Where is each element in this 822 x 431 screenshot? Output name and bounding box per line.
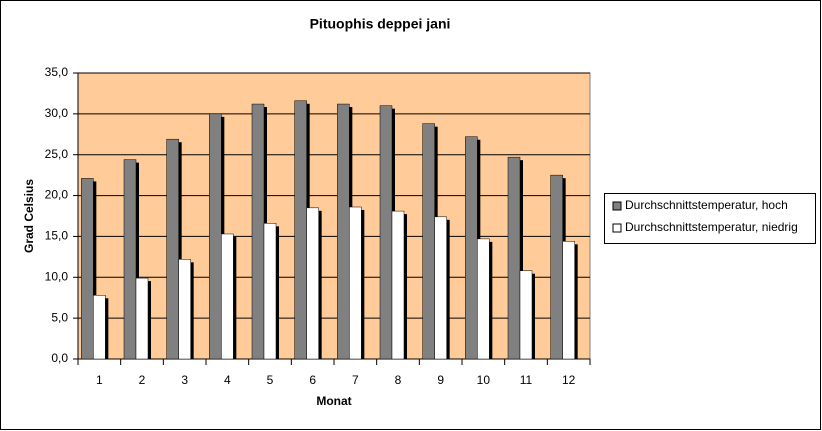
x-tick-label: 5 (267, 373, 274, 387)
bar (519, 270, 533, 360)
x-tick-label: 7 (352, 373, 359, 387)
bar (379, 105, 393, 360)
chart-title: Pituophis deppei jani (310, 16, 451, 32)
x-tick-label: 11 (520, 373, 533, 387)
bar (337, 103, 350, 360)
bar (391, 210, 405, 360)
x-tick-label: 9 (437, 373, 444, 387)
bar (422, 123, 435, 360)
x-tick-label: 3 (181, 373, 188, 387)
bar (477, 238, 490, 360)
bar (135, 277, 149, 360)
x-tick-label: 8 (395, 373, 402, 387)
y-tick-label: 15,0 (45, 229, 69, 243)
bar (93, 295, 106, 360)
bar (81, 178, 94, 360)
bar (294, 100, 307, 360)
y-tick-label: 20,0 (45, 188, 69, 202)
legend (604, 193, 816, 244)
bar (562, 241, 575, 360)
legend-swatch (612, 223, 622, 233)
bar (209, 113, 222, 360)
bar (550, 174, 563, 360)
x-tick-label: 12 (562, 373, 576, 387)
y-tick-label: 5,0 (51, 310, 68, 324)
legend-label: Durchschnittstemperatur, niedrig (625, 220, 798, 234)
x-tick-label: 1 (96, 373, 103, 387)
bar (349, 206, 362, 360)
bar (306, 207, 319, 360)
y-axis-title: Grad Celsius (22, 179, 36, 253)
y-tick-label: 25,0 (45, 147, 69, 161)
bar (507, 156, 521, 360)
bar (166, 138, 179, 360)
x-tick-label: 2 (139, 373, 146, 387)
bar (221, 233, 234, 360)
x-tick-label: 4 (224, 373, 231, 387)
bar (434, 216, 447, 360)
x-axis-title: Monat (316, 394, 351, 408)
x-tick-label: 6 (309, 373, 316, 387)
legend-label: Durchschnittstemperatur, hoch (625, 198, 788, 212)
bar (123, 159, 137, 360)
y-tick-label: 30,0 (45, 106, 69, 120)
bar (465, 136, 478, 360)
y-tick-label: 0,0 (51, 351, 68, 365)
bar (251, 103, 265, 360)
bar (263, 223, 277, 360)
y-tick-label: 10,0 (45, 269, 69, 283)
legend-swatch (612, 201, 622, 211)
x-tick-label: 10 (477, 373, 491, 387)
bar (178, 259, 191, 360)
y-tick-label: 35,0 (45, 65, 69, 79)
